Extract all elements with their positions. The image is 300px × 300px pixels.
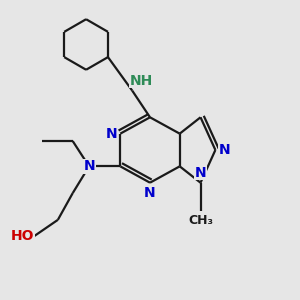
Text: HO: HO [11,229,34,243]
Text: NH: NH [130,74,153,88]
Text: N: N [144,186,156,200]
Text: N: N [83,159,95,173]
Text: CH₃: CH₃ [188,214,213,227]
Text: N: N [218,143,230,157]
Text: N: N [195,166,206,180]
Text: N: N [106,127,117,141]
